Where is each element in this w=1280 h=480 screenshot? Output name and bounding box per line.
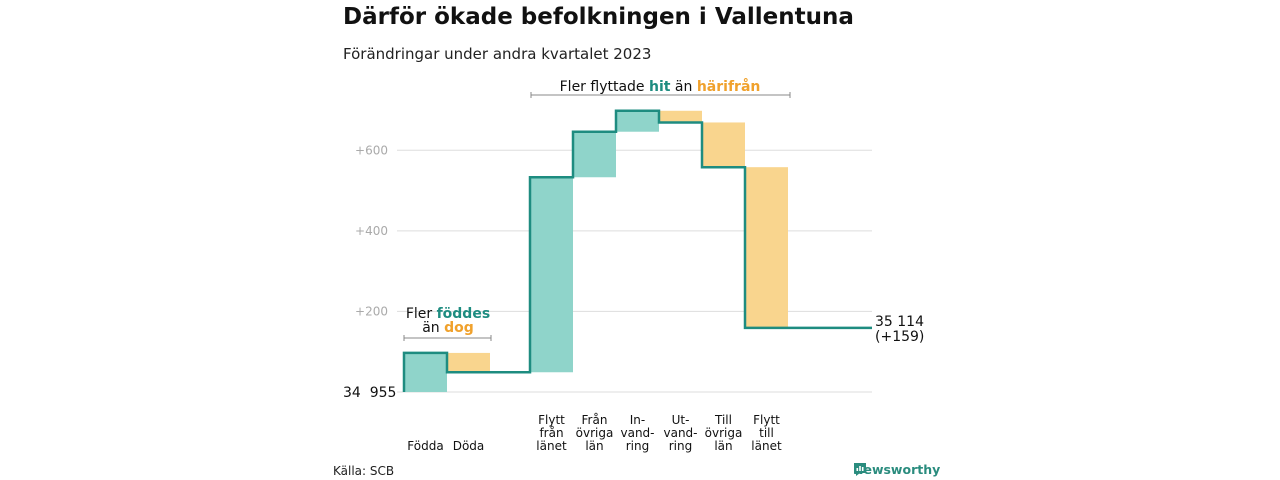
births-annotation-prefix: Fler	[406, 306, 437, 322]
brand-logo: Newsworthy	[853, 462, 940, 477]
chart-subtitle: Förändringar under andra kvartalet 2023	[343, 45, 652, 63]
x-axis-label: Flytt	[538, 413, 565, 427]
x-axis-label: In-	[630, 413, 645, 427]
source-note: Källa: SCB	[333, 464, 395, 478]
x-axis-label: vand-	[663, 426, 697, 440]
x-axis-label: vand-	[620, 426, 654, 440]
waterfall-bar	[530, 177, 573, 373]
migration-annotation-middle: än	[670, 79, 696, 95]
grid-layer	[397, 149, 872, 393]
waterfall-bar	[616, 110, 659, 132]
newsworthy-logo-icon	[854, 463, 866, 476]
x-axis-label: övriga	[576, 426, 614, 440]
migration-annotation-hit: hit	[649, 79, 671, 95]
x-axis-label: ring	[669, 439, 693, 453]
x-axis-labels: Födda DödaFlyttfrånlänetFrånövrigalänIn-v…	[407, 413, 782, 453]
births-annotation-prefix-2: än	[422, 320, 444, 336]
y-axis-ticks: +200 +400 +600	[355, 143, 388, 318]
births-annotation: Fler föddes än dog	[403, 306, 492, 341]
births-annotation-highlight: föddes	[437, 306, 491, 322]
waterfall-bar	[573, 131, 616, 178]
start-value-label: 34 955	[343, 385, 396, 401]
x-axis-label: Flytt	[753, 413, 780, 427]
x-axis-label: länet	[536, 439, 567, 453]
chart-title: Därför ökade befolkningen i Vallentuna	[343, 4, 854, 30]
bar-layer	[404, 110, 788, 392]
x-axis-label: länet	[751, 439, 782, 453]
waterfall-bar	[447, 352, 490, 373]
x-axis-label: Döda	[453, 439, 485, 453]
waterfall-bar	[745, 167, 788, 328]
y-tick-label: +200	[355, 304, 388, 318]
x-axis-label: län	[585, 439, 603, 453]
svg-text:Fler flyttade hit än härifrån: Fler flyttade hit än härifrån	[560, 78, 761, 95]
migration-annotation-prefix: Fler flyttade	[560, 79, 649, 95]
brand-name: Newsworthy	[853, 462, 941, 477]
y-tick-label: +400	[355, 224, 388, 238]
x-axis-label: ring	[626, 439, 650, 453]
waterfall-bar	[404, 352, 447, 392]
migration-annotation-harifran: härifrån	[697, 78, 761, 95]
y-tick-label: +600	[355, 143, 388, 157]
x-axis-label: från	[539, 426, 563, 440]
x-axis-label: Födda	[407, 439, 443, 453]
cumulative-line	[402, 109, 872, 392]
end-change-label: (+159)	[875, 329, 924, 345]
svg-text:Fler föddes: Fler föddes	[406, 306, 490, 322]
waterfall-bar	[702, 122, 745, 168]
svg-text:än dog: än dog	[422, 320, 474, 336]
x-axis-label: Till	[714, 413, 732, 427]
x-axis-label: län	[714, 439, 732, 453]
x-axis-label: övriga	[705, 426, 743, 440]
births-annotation-highlight-2: dog	[444, 320, 474, 336]
x-axis-label: till	[759, 426, 774, 440]
line-layer	[402, 109, 872, 392]
migration-annotation: Fler flyttade hit än härifrån	[530, 78, 791, 98]
waterfall-bar	[659, 110, 702, 123]
x-axis-label: Ut-	[672, 413, 690, 427]
x-axis-label: Från	[582, 413, 608, 427]
end-value-label: 35 114	[875, 314, 924, 330]
